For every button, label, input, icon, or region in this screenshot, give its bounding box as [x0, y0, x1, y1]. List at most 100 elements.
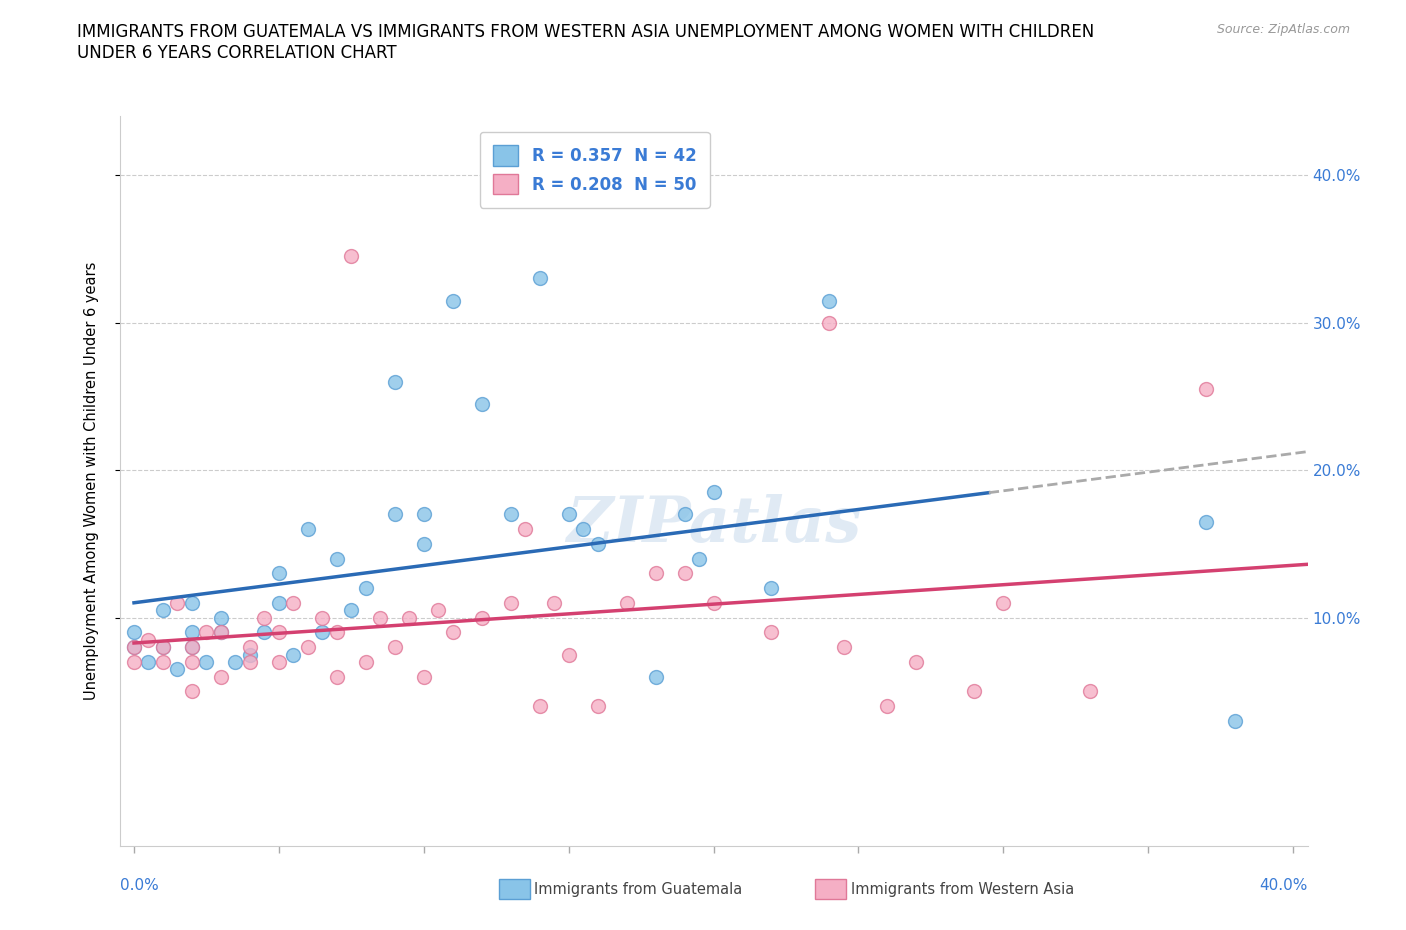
Point — [239, 655, 262, 670]
Y-axis label: Unemployment Among Women with Children Under 6 years: Unemployment Among Women with Children U… — [84, 262, 98, 700]
Point — [152, 603, 174, 618]
Point — [499, 595, 522, 610]
Point — [326, 551, 349, 566]
Text: 0.0%: 0.0% — [120, 878, 159, 893]
Point — [195, 625, 218, 640]
Point — [138, 655, 160, 670]
Point — [326, 670, 349, 684]
Point — [688, 551, 710, 566]
Point — [122, 640, 145, 655]
Point — [441, 625, 464, 640]
Text: Source: ZipAtlas.com: Source: ZipAtlas.com — [1216, 23, 1350, 36]
Point — [963, 684, 986, 698]
Point — [529, 698, 551, 713]
Point — [515, 522, 537, 537]
Point — [703, 595, 725, 610]
Point — [297, 522, 319, 537]
Point — [152, 655, 174, 670]
Point — [283, 595, 305, 610]
Point — [818, 293, 841, 308]
Point — [181, 655, 204, 670]
Point — [572, 522, 595, 537]
Text: Immigrants from Guatemala: Immigrants from Guatemala — [534, 882, 742, 897]
Point — [818, 315, 841, 330]
Point — [412, 670, 434, 684]
Point — [543, 595, 565, 610]
Point — [326, 625, 349, 640]
Point — [267, 655, 290, 670]
Point — [224, 655, 246, 670]
Point — [181, 640, 204, 655]
Point — [283, 647, 305, 662]
Point — [267, 566, 290, 581]
Point — [166, 662, 188, 677]
Point — [529, 271, 551, 286]
Point — [209, 625, 232, 640]
Point — [354, 580, 377, 595]
Point — [703, 485, 725, 499]
Text: Immigrants from Western Asia: Immigrants from Western Asia — [851, 882, 1074, 897]
Point — [499, 507, 522, 522]
Point — [122, 655, 145, 670]
Point — [471, 610, 494, 625]
Point — [267, 595, 290, 610]
Point — [761, 580, 783, 595]
Point — [209, 610, 232, 625]
Point — [340, 249, 363, 264]
Point — [905, 655, 928, 670]
Point — [384, 640, 406, 655]
Point — [673, 507, 696, 522]
Point — [368, 610, 391, 625]
Point — [644, 566, 666, 581]
Point — [239, 640, 262, 655]
Text: 40.0%: 40.0% — [1260, 878, 1308, 893]
Point — [181, 595, 204, 610]
Point — [557, 507, 579, 522]
Point — [340, 603, 363, 618]
Point — [876, 698, 898, 713]
Point — [557, 647, 579, 662]
Point — [311, 610, 333, 625]
Point — [1078, 684, 1101, 698]
Point — [311, 625, 333, 640]
Point — [644, 670, 666, 684]
Point — [166, 595, 188, 610]
Text: ZIPatlas: ZIPatlas — [567, 495, 860, 556]
Point — [412, 537, 434, 551]
Point — [209, 670, 232, 684]
Point — [181, 684, 204, 698]
Point — [993, 595, 1015, 610]
Point — [253, 610, 276, 625]
Point — [181, 625, 204, 640]
Point — [267, 625, 290, 640]
Point — [152, 640, 174, 655]
Point — [586, 537, 609, 551]
Legend: R = 0.357  N = 42, R = 0.208  N = 50: R = 0.357 N = 42, R = 0.208 N = 50 — [479, 132, 710, 207]
Point — [138, 632, 160, 647]
Point — [471, 396, 494, 411]
Point — [1223, 713, 1246, 728]
Point — [239, 647, 262, 662]
Point — [832, 640, 855, 655]
Point — [195, 655, 218, 670]
Point — [209, 625, 232, 640]
Text: IMMIGRANTS FROM GUATEMALA VS IMMIGRANTS FROM WESTERN ASIA UNEMPLOYMENT AMONG WOM: IMMIGRANTS FROM GUATEMALA VS IMMIGRANTS … — [77, 23, 1095, 62]
Point — [586, 698, 609, 713]
Point — [1195, 514, 1218, 529]
Point — [761, 625, 783, 640]
Point — [181, 640, 204, 655]
Point — [354, 655, 377, 670]
Point — [384, 507, 406, 522]
Point — [1195, 381, 1218, 396]
Point — [441, 293, 464, 308]
Point — [384, 374, 406, 389]
Point — [152, 640, 174, 655]
Point — [297, 640, 319, 655]
Point — [616, 595, 638, 610]
Point — [253, 625, 276, 640]
Point — [412, 507, 434, 522]
Point — [427, 603, 450, 618]
Point — [122, 625, 145, 640]
Point — [122, 640, 145, 655]
Point — [398, 610, 420, 625]
